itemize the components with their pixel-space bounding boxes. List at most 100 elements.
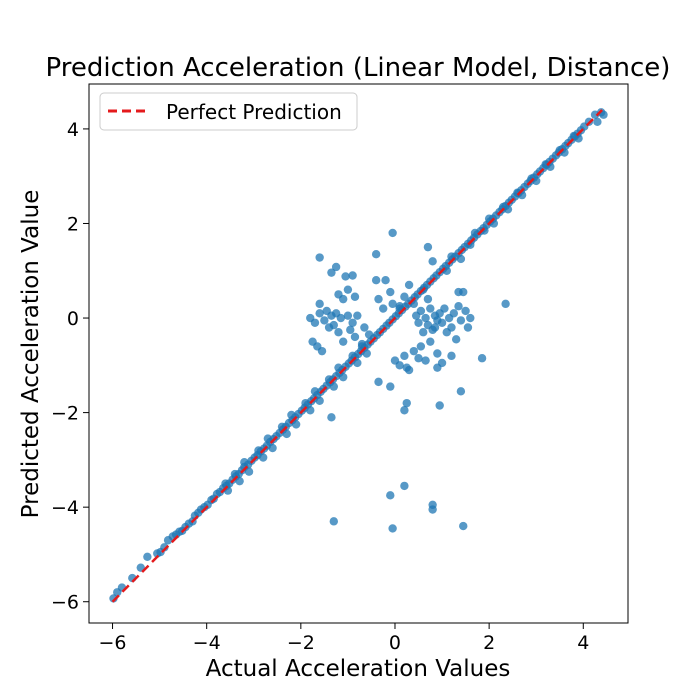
data-point — [449, 309, 459, 318]
data-point — [268, 443, 277, 453]
data-point — [416, 306, 426, 316]
data-point — [454, 287, 463, 297]
data-point — [310, 318, 320, 327]
data-point — [329, 517, 338, 526]
data-point — [315, 309, 324, 318]
data-point — [310, 387, 320, 396]
data-point — [423, 242, 433, 252]
data-point — [440, 304, 449, 313]
data-point — [430, 323, 440, 332]
data-point — [395, 302, 404, 311]
data-point — [371, 250, 381, 259]
data-point — [334, 328, 343, 337]
data-point — [456, 316, 466, 325]
data-point — [404, 280, 414, 290]
data-point — [143, 552, 152, 562]
data-point — [263, 434, 273, 443]
data-point — [409, 346, 419, 356]
reference-line-layer — [111, 109, 603, 603]
data-point — [593, 117, 602, 127]
data-point — [329, 382, 338, 391]
data-point — [414, 318, 423, 327]
x-tick-label: 2 — [483, 632, 495, 654]
x-axis: −6 −4 −2 0 2 4 — [99, 623, 589, 654]
data-point — [379, 304, 388, 313]
data-point — [343, 311, 353, 320]
data-point — [447, 351, 456, 361]
data-point — [334, 363, 343, 372]
data-point — [301, 398, 310, 408]
data-point — [386, 382, 395, 391]
data-point — [341, 272, 350, 281]
data-point — [386, 491, 395, 500]
data-point — [435, 401, 444, 410]
data-point — [574, 134, 583, 143]
legend: Perfect Prediction — [99, 92, 358, 131]
plot-area-frame — [88, 83, 629, 624]
data-point — [428, 257, 437, 266]
data-point — [470, 228, 480, 238]
x-tick-label: 4 — [577, 632, 589, 654]
data-point — [388, 299, 397, 309]
legend-box — [99, 92, 358, 131]
data-point — [388, 228, 397, 238]
data-point — [428, 505, 437, 514]
data-point — [336, 313, 346, 323]
x-tick-label: −4 — [193, 632, 221, 654]
data-point — [353, 358, 362, 368]
data-point — [451, 335, 461, 344]
data-point — [221, 479, 230, 488]
data-point — [395, 361, 404, 370]
data-point — [339, 372, 348, 382]
data-point — [456, 254, 466, 264]
data-point — [400, 292, 409, 301]
data-point — [240, 458, 249, 467]
data-point — [315, 253, 324, 262]
data-point — [447, 323, 456, 332]
data-point — [414, 354, 423, 363]
data-point — [423, 294, 433, 304]
data-point — [350, 332, 360, 342]
data-point — [282, 429, 291, 439]
data-point — [421, 356, 430, 365]
perfect-prediction-line — [111, 109, 603, 603]
y-tick-label: −6 — [51, 592, 79, 614]
data-point — [374, 377, 383, 387]
data-point — [503, 205, 513, 214]
data-point — [339, 337, 348, 346]
data-point — [426, 337, 435, 346]
data-point — [329, 320, 338, 330]
data-point — [315, 299, 324, 309]
data-point — [348, 318, 357, 327]
data-point — [339, 294, 348, 304]
data-point — [501, 299, 510, 309]
y-tick-label: −4 — [51, 497, 79, 519]
data-point — [343, 285, 353, 294]
chart-title: Prediction Acceleration (Linear Model, D… — [46, 53, 671, 83]
data-point — [327, 268, 336, 277]
x-tick-label: 0 — [389, 632, 401, 654]
data-point — [315, 396, 324, 405]
data-point — [402, 363, 411, 372]
data-point — [433, 349, 442, 358]
data-point — [327, 413, 336, 422]
y-axis: −6 −4 −2 0 2 4 — [51, 119, 89, 614]
data-point — [400, 351, 409, 361]
data-point — [400, 481, 409, 491]
data-point — [235, 476, 244, 486]
data-point — [466, 240, 475, 249]
data-point — [388, 524, 397, 533]
data-point — [381, 276, 390, 285]
data-point — [291, 420, 301, 429]
data-point — [419, 328, 428, 337]
data-point — [364, 330, 374, 339]
data-point — [287, 410, 296, 420]
data-point — [400, 406, 409, 415]
data-point — [477, 354, 487, 363]
data-point — [353, 311, 362, 320]
data-point — [461, 306, 470, 316]
data-point — [421, 313, 430, 323]
legend-label-perfect-prediction: Perfect Prediction — [166, 100, 342, 124]
data-point — [317, 346, 327, 356]
